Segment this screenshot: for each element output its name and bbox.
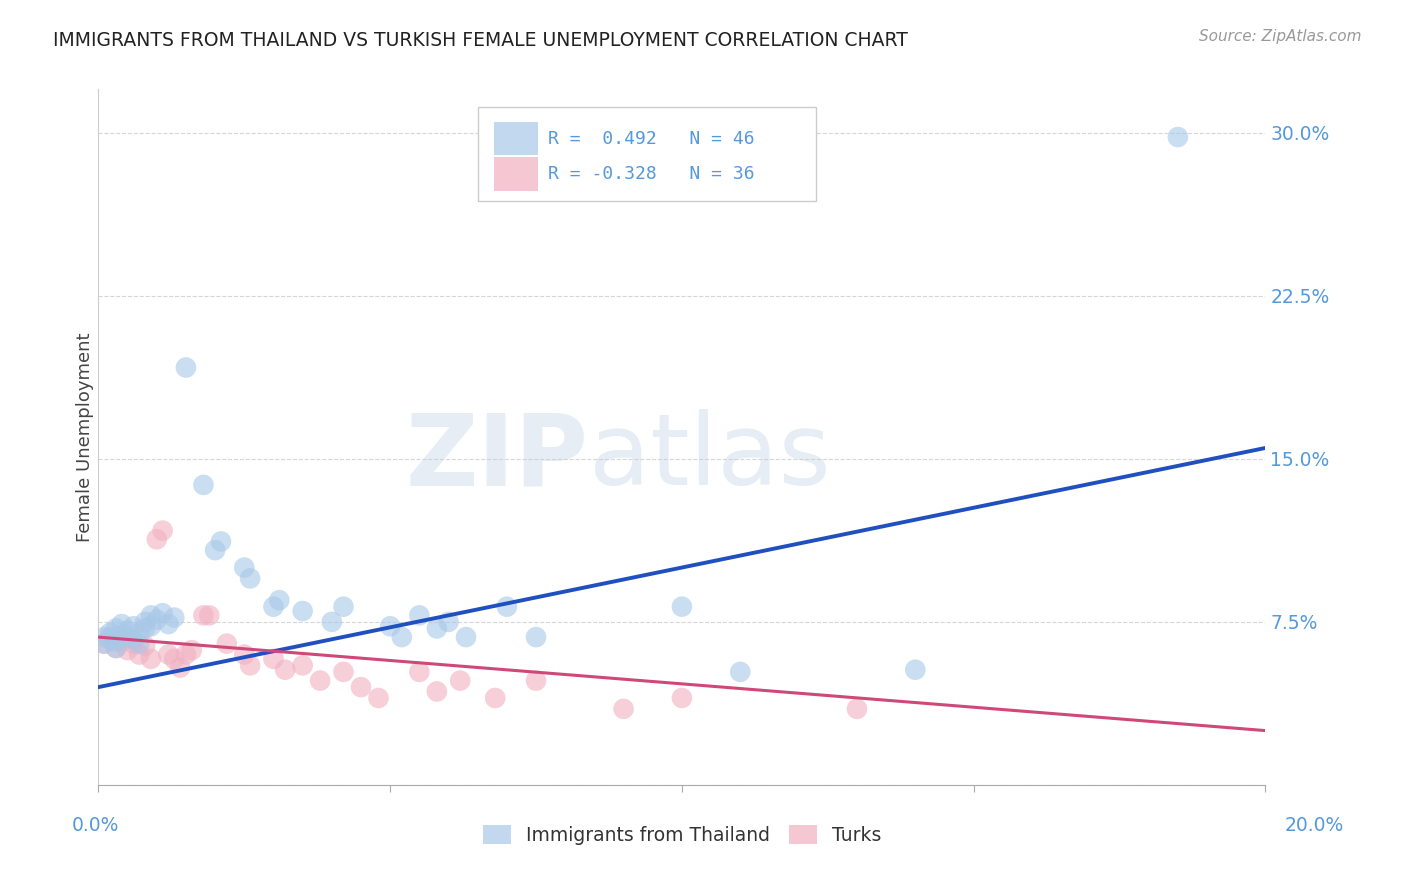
Point [380, 619, 402, 633]
Point [215, 637, 238, 651]
Point [274, 663, 297, 677]
Point [846, 702, 869, 716]
Point [437, 615, 460, 629]
Point [321, 615, 343, 629]
Point [239, 658, 262, 673]
FancyBboxPatch shape [494, 122, 538, 155]
Point [671, 690, 693, 705]
Y-axis label: Female Unemployment: Female Unemployment [76, 333, 94, 541]
Point [169, 660, 191, 674]
Point [157, 648, 180, 662]
Text: atlas: atlas [589, 409, 830, 507]
Point [104, 640, 127, 655]
Point [239, 571, 262, 585]
Point [309, 673, 332, 688]
Point [128, 648, 150, 662]
Point [93, 630, 115, 644]
Point [134, 621, 156, 635]
Text: R = -0.328   N = 36: R = -0.328 N = 36 [548, 165, 755, 183]
Legend: Immigrants from Thailand, Turks: Immigrants from Thailand, Turks [475, 817, 889, 852]
Point [524, 673, 547, 688]
Text: ZIP: ZIP [406, 409, 589, 507]
Point [1167, 130, 1189, 145]
Point [198, 608, 221, 623]
Point [291, 604, 314, 618]
Point [209, 534, 232, 549]
Point [111, 617, 134, 632]
Point [174, 648, 197, 662]
Point [193, 608, 215, 623]
Point [117, 630, 139, 644]
Point [152, 606, 174, 620]
Point [111, 634, 134, 648]
FancyBboxPatch shape [478, 106, 815, 201]
Point [157, 617, 180, 632]
Text: R =  0.492   N = 46: R = 0.492 N = 46 [548, 129, 755, 147]
Point [163, 610, 186, 624]
Point [122, 632, 145, 647]
Point [134, 615, 156, 629]
Point [93, 637, 115, 651]
Point [671, 599, 693, 614]
Point [174, 360, 197, 375]
FancyBboxPatch shape [494, 157, 538, 191]
Point [454, 630, 477, 644]
Point [233, 648, 256, 662]
Point [291, 658, 314, 673]
Point [104, 640, 127, 655]
Point [367, 690, 389, 705]
Point [104, 634, 127, 648]
Point [98, 632, 121, 647]
Point [408, 608, 430, 623]
Point [128, 637, 150, 651]
Point [484, 690, 506, 705]
Point [104, 621, 127, 635]
Point [139, 619, 162, 633]
Point [146, 533, 169, 547]
Text: 0.0%: 0.0% [72, 815, 120, 835]
Point [612, 702, 634, 716]
Point [524, 630, 547, 644]
Point [350, 680, 373, 694]
Point [262, 599, 284, 614]
Point [122, 637, 145, 651]
Point [233, 560, 256, 574]
Point [730, 665, 752, 679]
Point [122, 619, 145, 633]
Point [262, 652, 284, 666]
Point [111, 628, 134, 642]
Point [117, 624, 139, 638]
Text: Source: ZipAtlas.com: Source: ZipAtlas.com [1198, 29, 1361, 44]
Point [139, 608, 162, 623]
Point [204, 543, 226, 558]
Point [98, 625, 121, 640]
Point [426, 684, 449, 698]
Point [134, 639, 156, 653]
Point [117, 643, 139, 657]
Point [426, 621, 449, 635]
Point [332, 599, 354, 614]
Point [449, 673, 471, 688]
Point [98, 630, 121, 644]
Point [269, 593, 291, 607]
Point [332, 665, 354, 679]
Point [139, 652, 162, 666]
Point [180, 643, 202, 657]
Point [152, 524, 174, 538]
Point [408, 665, 430, 679]
Point [163, 652, 186, 666]
Point [193, 478, 215, 492]
Text: 20.0%: 20.0% [1285, 815, 1344, 835]
Text: IMMIGRANTS FROM THAILAND VS TURKISH FEMALE UNEMPLOYMENT CORRELATION CHART: IMMIGRANTS FROM THAILAND VS TURKISH FEMA… [53, 31, 908, 50]
Point [391, 630, 413, 644]
Point [496, 599, 519, 614]
Point [128, 625, 150, 640]
Point [146, 613, 169, 627]
Point [93, 637, 115, 651]
Point [904, 663, 927, 677]
